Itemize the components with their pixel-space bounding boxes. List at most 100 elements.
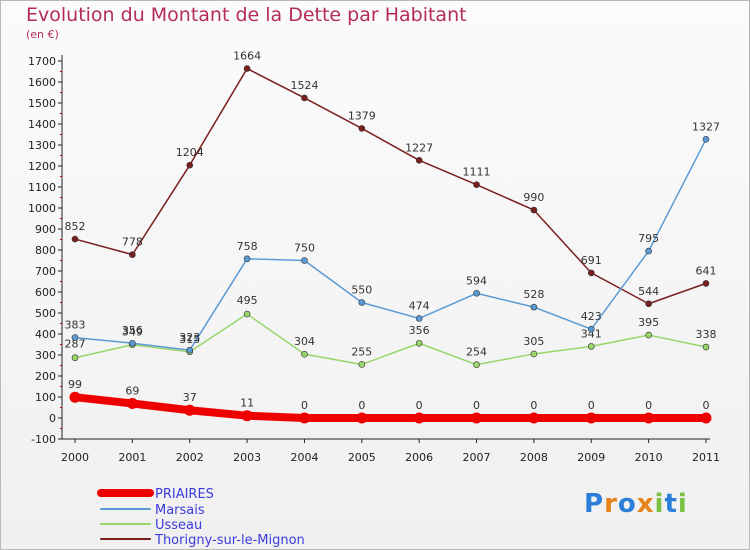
data-point xyxy=(471,412,483,424)
y-tick-label: 300 xyxy=(35,349,56,362)
data-label: 758 xyxy=(237,240,258,253)
y-tick-label: 1000 xyxy=(28,202,56,215)
y-tick-label: 400 xyxy=(35,328,56,341)
data-label: 1204 xyxy=(176,146,204,159)
data-label: 1379 xyxy=(348,109,376,122)
data-point xyxy=(530,206,538,214)
y-tick-label: 900 xyxy=(35,223,56,236)
data-point xyxy=(587,325,595,333)
data-label: 852 xyxy=(65,220,86,233)
data-label: 323 xyxy=(179,331,200,344)
data-label: 349 xyxy=(122,326,143,339)
y-tick-label: 600 xyxy=(35,286,56,299)
data-point xyxy=(243,65,251,72)
y-tick-label: 1100 xyxy=(28,181,56,194)
series-line xyxy=(74,313,707,366)
data-label: 1327 xyxy=(692,120,720,133)
data-point xyxy=(473,361,480,368)
logo-letter: r xyxy=(604,489,618,519)
x-tick-label: 2001 xyxy=(118,451,146,464)
data-point xyxy=(243,255,251,263)
x-tick-label: 2002 xyxy=(176,451,204,464)
data-label: 550 xyxy=(351,284,372,297)
data-point xyxy=(356,412,368,424)
data-point xyxy=(530,303,538,311)
data-point xyxy=(301,94,308,102)
data-label: 383 xyxy=(65,319,86,332)
legend-label: Usseau xyxy=(155,518,202,533)
data-point xyxy=(241,410,253,422)
data-label: 691 xyxy=(581,254,602,267)
y-tick-label: 700 xyxy=(35,265,56,278)
y-tick-label: 800 xyxy=(35,244,56,257)
legend-label: Marsais xyxy=(155,503,205,518)
x-tick-label: 2000 xyxy=(61,451,89,464)
series-layer: 8527781204166415241379122711119906915446… xyxy=(65,50,720,424)
data-label: 1111 xyxy=(463,166,491,179)
y-tick-label: 1300 xyxy=(28,139,56,152)
data-point xyxy=(645,300,652,308)
data-label: 255 xyxy=(351,345,372,358)
data-point xyxy=(129,251,136,258)
x-tick-label: 2009 xyxy=(577,451,605,464)
data-label: 254 xyxy=(466,346,487,359)
data-point xyxy=(69,391,81,403)
x-tick-label: 2008 xyxy=(520,451,548,464)
legend-label: Thorigny-sur-le-Mignon xyxy=(154,533,305,548)
data-label: 528 xyxy=(523,288,544,301)
data-point xyxy=(702,136,710,143)
data-label: 495 xyxy=(237,294,258,307)
data-label: 423 xyxy=(581,310,602,323)
data-point xyxy=(530,350,538,358)
x-tick-label: 2006 xyxy=(405,451,433,464)
data-label: 304 xyxy=(294,335,315,348)
logo-letter: P xyxy=(584,489,605,519)
data-point xyxy=(358,299,366,306)
data-point xyxy=(186,161,194,169)
x-tick-label: 2010 xyxy=(635,451,663,464)
y-tick-label: 1700 xyxy=(28,55,56,68)
x-tick-label: 2011 xyxy=(692,451,720,464)
y-tick-label: 500 xyxy=(35,307,56,320)
series-line xyxy=(71,393,710,422)
data-point xyxy=(702,280,710,287)
x-tick-label: 2004 xyxy=(290,451,318,464)
y-tick-label: 1600 xyxy=(28,76,56,89)
chart-subtitle: (en €) xyxy=(26,28,59,41)
data-point xyxy=(126,398,138,410)
y-tick-label: 0 xyxy=(49,412,56,425)
x-tick-label: 2005 xyxy=(348,451,376,464)
data-point xyxy=(528,412,540,424)
data-point xyxy=(129,339,136,347)
data-label: 0 xyxy=(358,399,365,412)
data-point xyxy=(700,412,712,424)
series-line xyxy=(74,67,707,305)
data-label: 641 xyxy=(696,264,717,277)
x-tick-label: 2007 xyxy=(463,451,491,464)
logo-letter: t xyxy=(664,489,678,519)
data-point xyxy=(587,269,595,277)
data-point xyxy=(71,354,79,362)
data-point xyxy=(585,412,597,424)
data-label: 99 xyxy=(68,378,82,391)
data-point xyxy=(643,412,655,424)
data-point xyxy=(186,346,194,354)
data-label: 594 xyxy=(466,274,487,287)
data-point xyxy=(301,257,308,264)
y-tick-label: 1200 xyxy=(28,160,56,173)
x-tick-label: 2003 xyxy=(233,451,261,464)
data-point xyxy=(301,350,308,358)
data-label: 37 xyxy=(183,391,197,404)
legend: PRIAIRESMarsaisUsseauThorigny-sur-le-Mig… xyxy=(97,487,305,548)
data-label: 338 xyxy=(696,328,717,341)
series-priaires: 99 69 37 11 0 0 0 0 0 0 0 0 xyxy=(68,378,712,424)
data-label: 474 xyxy=(409,299,430,312)
y-tick-label: 100 xyxy=(35,391,56,404)
data-label: 395 xyxy=(638,316,659,329)
data-label: 341 xyxy=(581,327,602,340)
data-point xyxy=(298,412,310,424)
logo-letter: x xyxy=(636,489,655,519)
series-thorigny-sur-le-mignon: 852 778 1204 1664 1524 1379 1227 1111 990 691 544 6… xyxy=(65,50,717,308)
y-tick-label: -100 xyxy=(31,433,56,446)
